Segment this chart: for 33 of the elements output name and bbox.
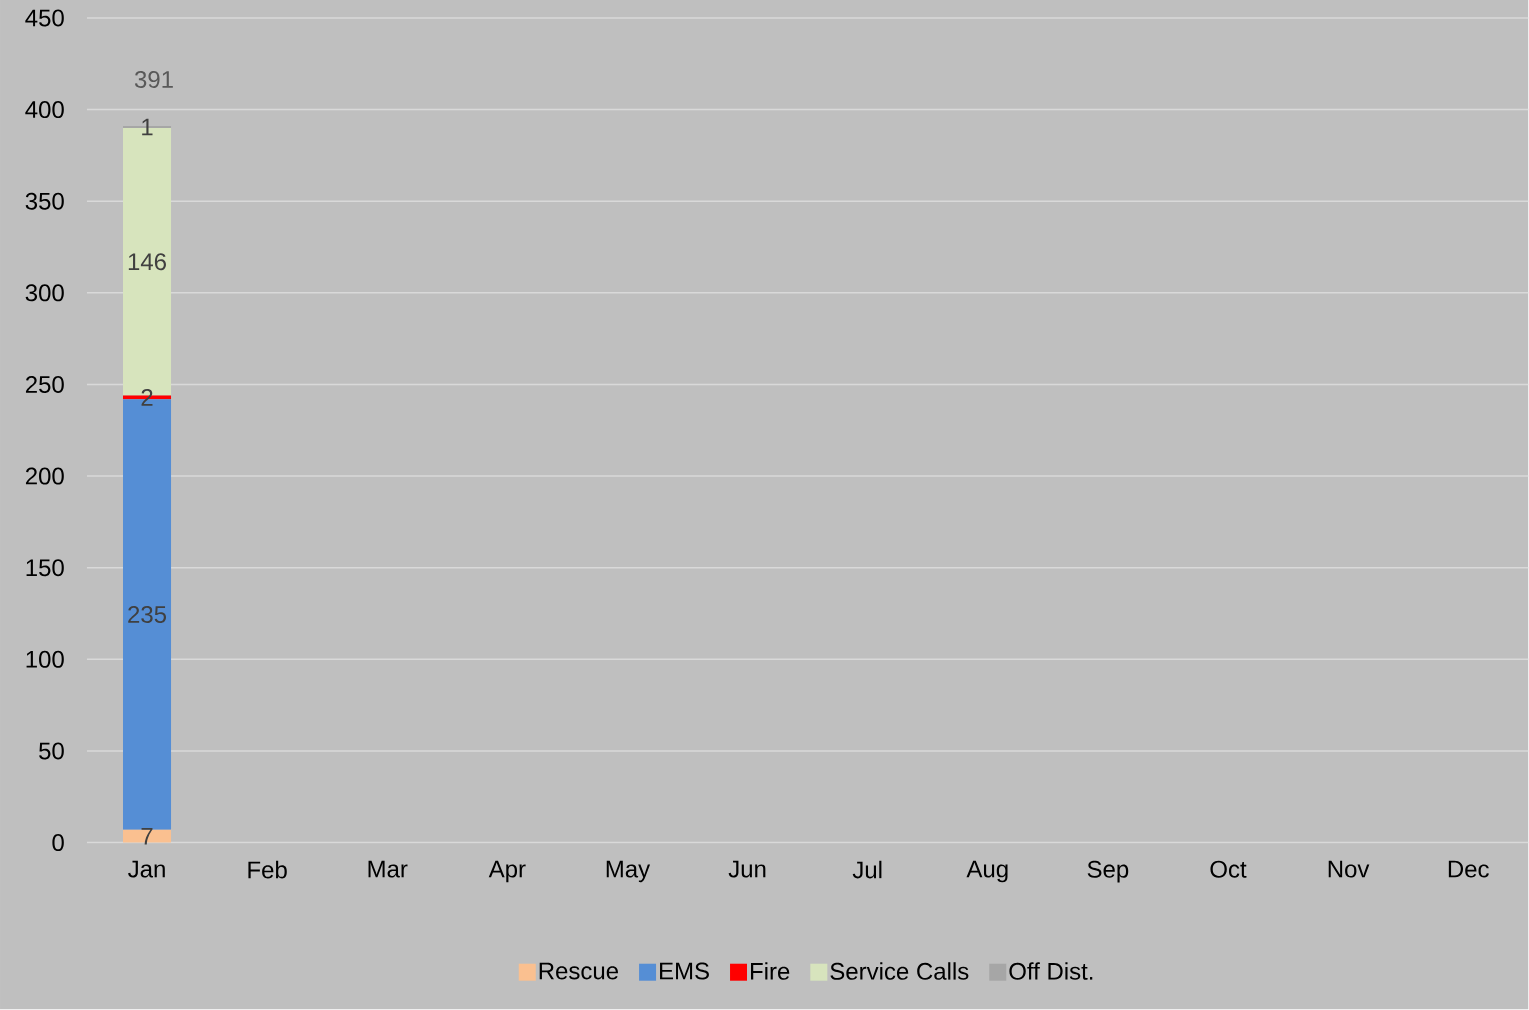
data-label: 2	[141, 389, 153, 406]
y-tick-label: 150	[26, 559, 64, 577]
legend-label: Service Calls	[830, 962, 969, 981]
legend-label: EMS	[660, 962, 709, 980]
x-tick-label: Aug	[966, 861, 1008, 883]
x-tick-label: Oct	[1210, 861, 1247, 879]
y-tick-label: 300	[25, 284, 64, 302]
total-label: 391	[134, 71, 173, 89]
x-tick-label: Mar	[368, 861, 408, 878]
data-label: 235	[128, 606, 167, 624]
y-tick-label: 0	[52, 834, 64, 852]
legend-label: Fire	[751, 962, 790, 981]
data-label: 7	[141, 828, 153, 845]
y-tick-label: 200	[25, 467, 64, 485]
x-tick-label: Feb	[248, 861, 287, 879]
x-tick-label: Jul	[852, 861, 882, 879]
x-tick-label: Nov	[1328, 861, 1370, 878]
y-tick-label: 50	[39, 742, 64, 760]
legend-label: Off Dist.	[1009, 962, 1093, 981]
x-tick-label: May	[606, 861, 651, 883]
data-label: 1	[142, 119, 153, 136]
x-tick-label: Sep	[1087, 861, 1129, 883]
x-tick-label: Jun	[728, 861, 766, 878]
legend-label: Rescue	[539, 962, 618, 980]
x-tick-label: Dec	[1448, 861, 1489, 878]
x-tick-label: Jan	[128, 861, 165, 878]
y-tick-label: 250	[25, 376, 64, 394]
y-tick-label: 450	[25, 9, 64, 27]
y-tick-label: 350	[25, 193, 64, 210]
data-label: 146	[128, 253, 166, 271]
x-tick-label: Apr	[488, 861, 526, 883]
y-tick-label: 100	[26, 651, 64, 669]
y-tick-label: 400	[25, 101, 64, 119]
